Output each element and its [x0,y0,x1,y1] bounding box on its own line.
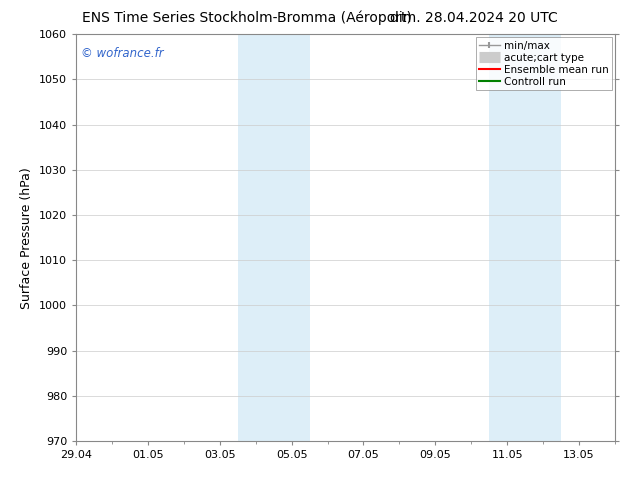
Bar [274,34,309,441]
Bar [489,34,525,441]
Text: © wofrance.fr: © wofrance.fr [81,47,164,59]
Text: dim. 28.04.2024 20 UTC: dim. 28.04.2024 20 UTC [390,11,558,25]
Bar [525,34,561,441]
Text: ENS Time Series Stockholm-Bromma (Aéroport): ENS Time Series Stockholm-Bromma (Aéropo… [82,11,412,25]
Bar [238,34,274,441]
Y-axis label: Surface Pressure (hPa): Surface Pressure (hPa) [20,167,34,309]
Legend: min/max, acute;cart type, Ensemble mean run, Controll run: min/max, acute;cart type, Ensemble mean … [476,37,612,90]
